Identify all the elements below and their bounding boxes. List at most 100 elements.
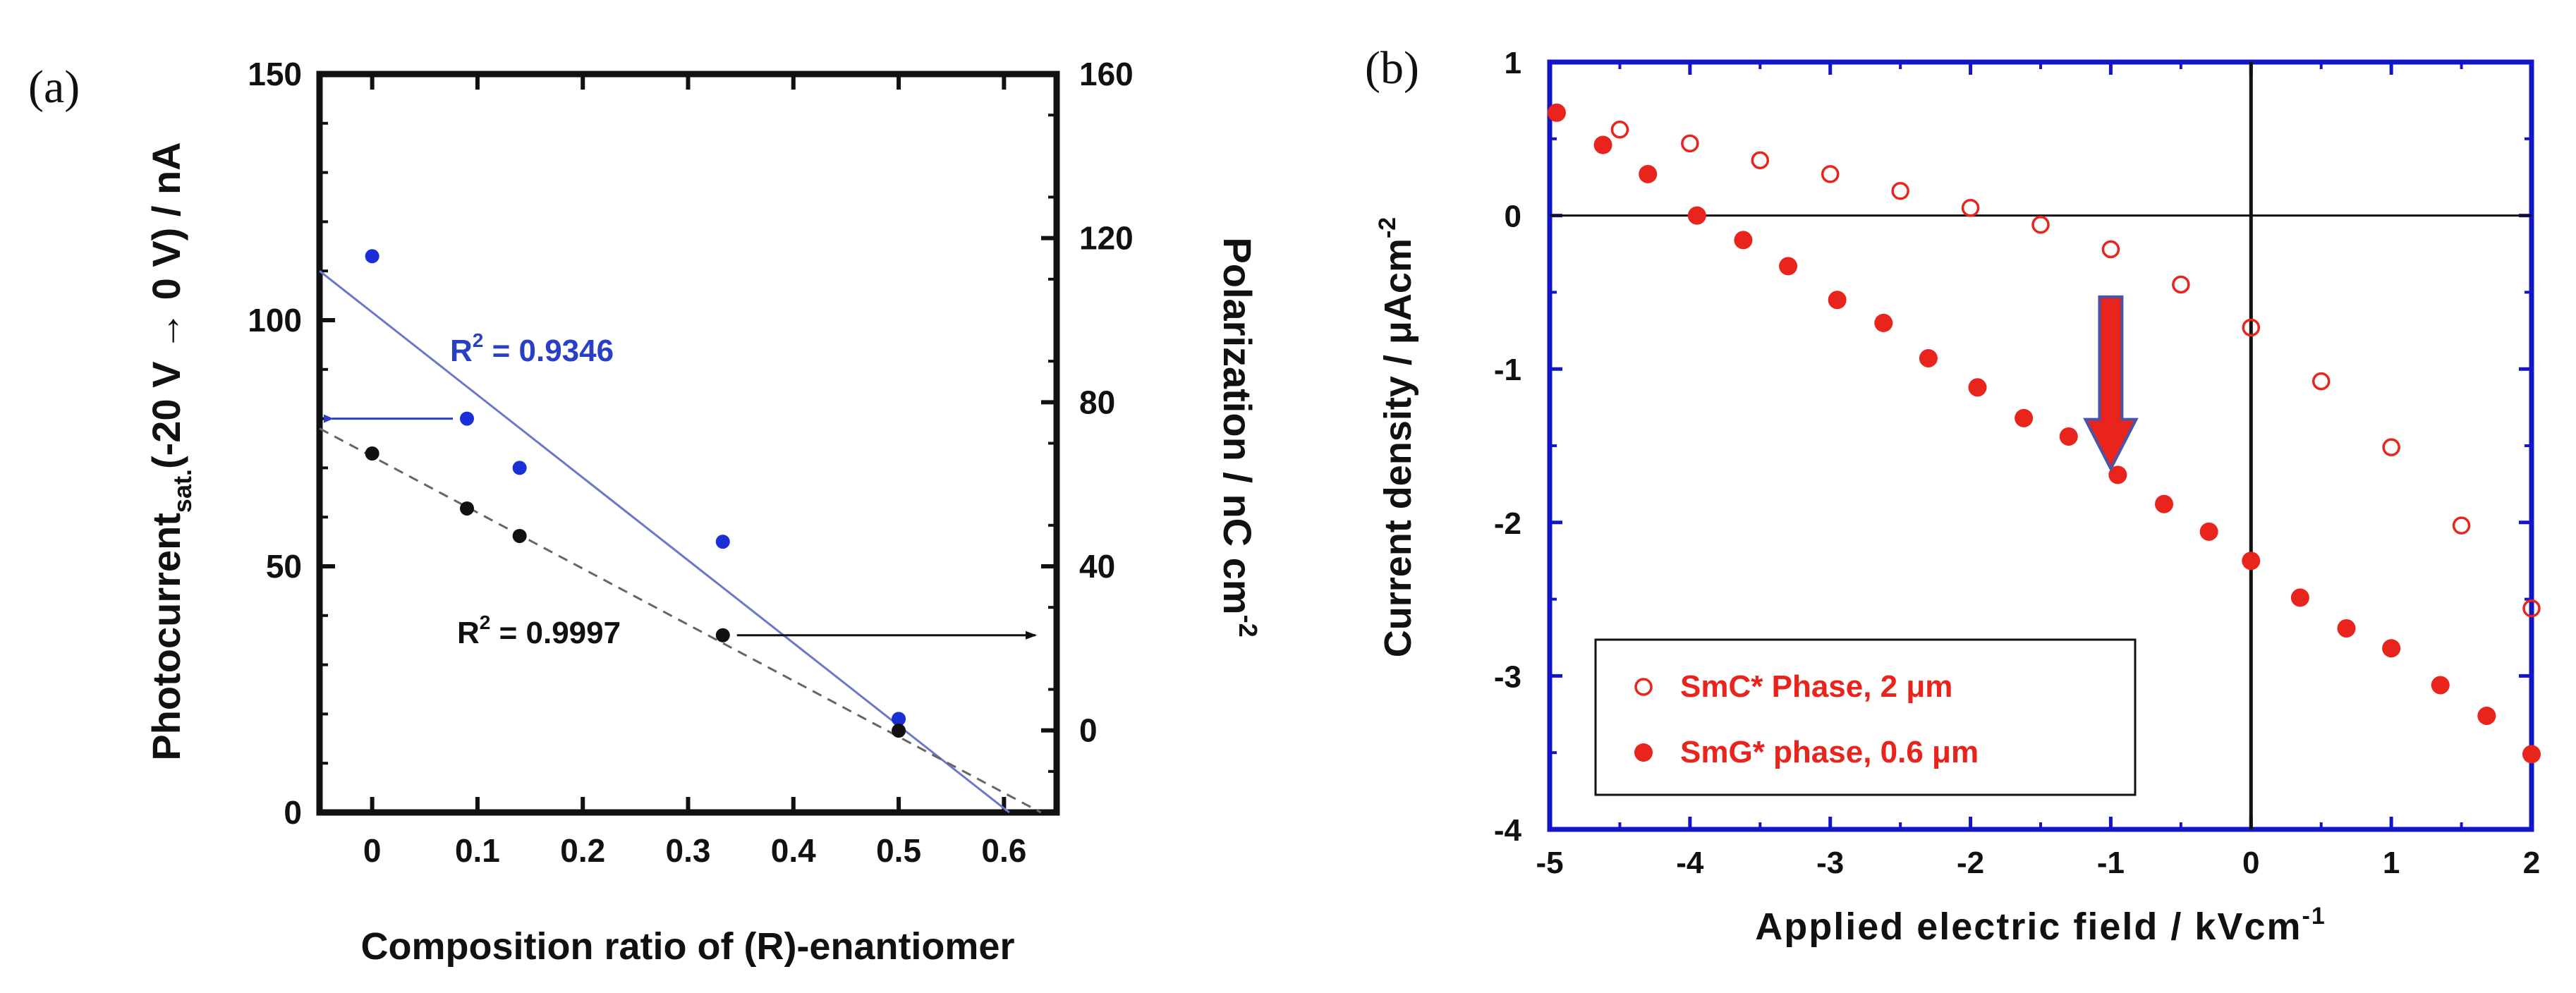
right-y-main: Polarization / nC cm	[1215, 237, 1260, 614]
smc-open-point	[1610, 120, 1629, 139]
smg-filled-point	[2242, 552, 2261, 571]
photocurrent-point	[365, 249, 379, 264]
r2-black-sup: 2	[480, 611, 491, 633]
panel-a-left-y-axis-label: Photocurrentsat.(-20 V → 0 V) / nA	[144, 142, 197, 760]
x-tick-label: 0.2	[560, 832, 605, 869]
panel-b-chart: (b) -5 -4 -3 -2 -1 0 1 2 -4 -3 -2 -1 0 1 SmC* Phase, …	[1365, 42, 2541, 948]
b-x-sup: -1	[2302, 903, 2326, 930]
smg-filled-point	[1547, 103, 1566, 122]
photocurrent-point	[892, 712, 906, 726]
x-tick-label: 0	[363, 832, 382, 869]
left-y-rest: (-20 V → 0 V) / nA	[144, 142, 188, 469]
smg-filled-point	[1779, 257, 1798, 276]
r2-black-r: R	[457, 616, 480, 650]
right-y-tick-label: 40	[1079, 548, 1115, 585]
smc-open-point	[2031, 215, 2050, 234]
b-x-tick-label: -1	[2097, 846, 2125, 880]
b-y-tick-label: -2	[1494, 506, 1521, 541]
smc-open-point	[2101, 240, 2120, 259]
smg-filled-point	[2290, 588, 2309, 607]
b-y-tick-label: 0	[1505, 200, 1521, 234]
r2-blue-r: R	[450, 334, 473, 368]
smc-open-point	[1751, 151, 1770, 170]
smc-open-point	[1821, 165, 1840, 183]
polarization-point	[512, 528, 527, 543]
panel-b-label: (b)	[1365, 42, 1419, 94]
panel-a-x-axis-label: Composition ratio of (R)-enantiomer	[361, 925, 1015, 968]
panel-b-down-arrow	[2083, 295, 2139, 473]
r2-blue-sup: 2	[473, 329, 484, 351]
r2-blue-label: R2 = 0.9346	[450, 329, 614, 368]
b-y-sup: -2	[1374, 217, 1401, 238]
smc-open-point	[2172, 275, 2190, 294]
photocurrent-point	[460, 411, 474, 426]
smc-open-point	[2452, 516, 2471, 535]
b-x-tick-label: 0	[2242, 846, 2259, 880]
b-y-tick-label: -4	[1494, 813, 1522, 848]
smg-filled-point	[2477, 706, 2496, 725]
smg-filled-point	[1593, 135, 1612, 154]
smg-filled-point	[2522, 745, 2541, 764]
photocurrent-point	[715, 535, 730, 549]
panel-a-axis-arrows	[323, 414, 1037, 640]
x-tick-label: 0.5	[876, 832, 921, 869]
legend-box	[1594, 638, 2137, 796]
polarization-point	[460, 501, 474, 516]
smg-filled-point	[1919, 348, 1938, 367]
smg-filled-point	[1828, 291, 1847, 310]
smg-filled-point	[1734, 231, 1753, 250]
right-y-tick-label: 160	[1079, 56, 1134, 92]
left-y-tick-label: 100	[248, 302, 302, 339]
panel-a-right-y-axis-label: Polarization / nC cm-2	[1215, 237, 1263, 637]
left-y-tick-label: 50	[266, 548, 302, 585]
panel-a-plot-frame	[316, 71, 1060, 816]
b-x-tick-label: -2	[1957, 846, 1984, 880]
x-tick-label: 0.3	[666, 832, 711, 869]
panel-a-ticks: 0 0.1 0.2 0.3 0.4 0.5 0.6 0 50 100 150 0 40 80 120 160	[248, 56, 1134, 869]
b-x-tick-label: -3	[1816, 846, 1844, 880]
smg-filled-point	[1639, 164, 1658, 183]
b-x-tick-label: 2	[2523, 846, 2540, 880]
left-y-sub: sat.	[168, 469, 197, 513]
r2-blue-value: = 0.9346	[483, 334, 614, 368]
polarization-point	[365, 446, 379, 461]
legend-entry-smc: SmC* Phase, 2 μm	[1680, 669, 1952, 704]
r2-black-value: = 0.9997	[490, 616, 621, 650]
polarization-point	[715, 628, 730, 642]
b-x-tick-label: 1	[2383, 846, 2400, 880]
polarization-fit-line	[319, 427, 1042, 814]
smc-open-point	[2242, 318, 2261, 337]
smg-filled-point	[2337, 619, 2356, 638]
photocurrent-fit-line	[319, 270, 1010, 814]
right-y-tick-label: 80	[1079, 384, 1115, 420]
panel-b-points	[1547, 103, 2541, 764]
legend-open-circle-marker	[1634, 678, 1653, 696]
smg-filled-point	[1968, 378, 1987, 397]
b-x-tick-label: -5	[1536, 846, 1563, 880]
panel-b-legend: SmC* Phase, 2 μm SmG* phase, 0.6 μm	[1594, 638, 2137, 796]
b-y-main: Current density / μAcm	[1377, 238, 1419, 657]
right-y-tick-label: 120	[1079, 220, 1134, 257]
smc-open-point	[2522, 599, 2541, 618]
b-x-main: Applied electric field / kVcm	[1755, 906, 2302, 948]
panel-b-zero-lines	[1550, 62, 2532, 829]
panel-a-label: (a)	[28, 61, 80, 113]
b-y-tick-label: 1	[1505, 46, 1521, 80]
right-y-sup: -2	[1234, 615, 1263, 638]
left-y-tick-label: 0	[284, 794, 302, 831]
x-tick-label: 0.1	[455, 832, 500, 869]
legend-entry-smg: SmG* phase, 0.6 μm	[1680, 735, 1979, 769]
legend-filled-circle-marker	[1634, 743, 1653, 762]
polarization-point	[892, 724, 906, 738]
smc-open-point	[1891, 182, 1909, 200]
smg-filled-point	[2431, 676, 2450, 695]
smg-filled-point	[2059, 427, 2078, 446]
panel-a-fit-lines	[319, 270, 1042, 814]
right-y-tick-label: 0	[1079, 712, 1098, 749]
panel-b-y-axis-label: Current density / μAcm-2	[1374, 217, 1419, 657]
b-y-tick-label: -1	[1494, 353, 1521, 387]
smc-open-point	[2382, 438, 2400, 456]
b-x-tick-label: -4	[1676, 846, 1704, 880]
r2-black-label: R2 = 0.9997	[457, 611, 621, 650]
